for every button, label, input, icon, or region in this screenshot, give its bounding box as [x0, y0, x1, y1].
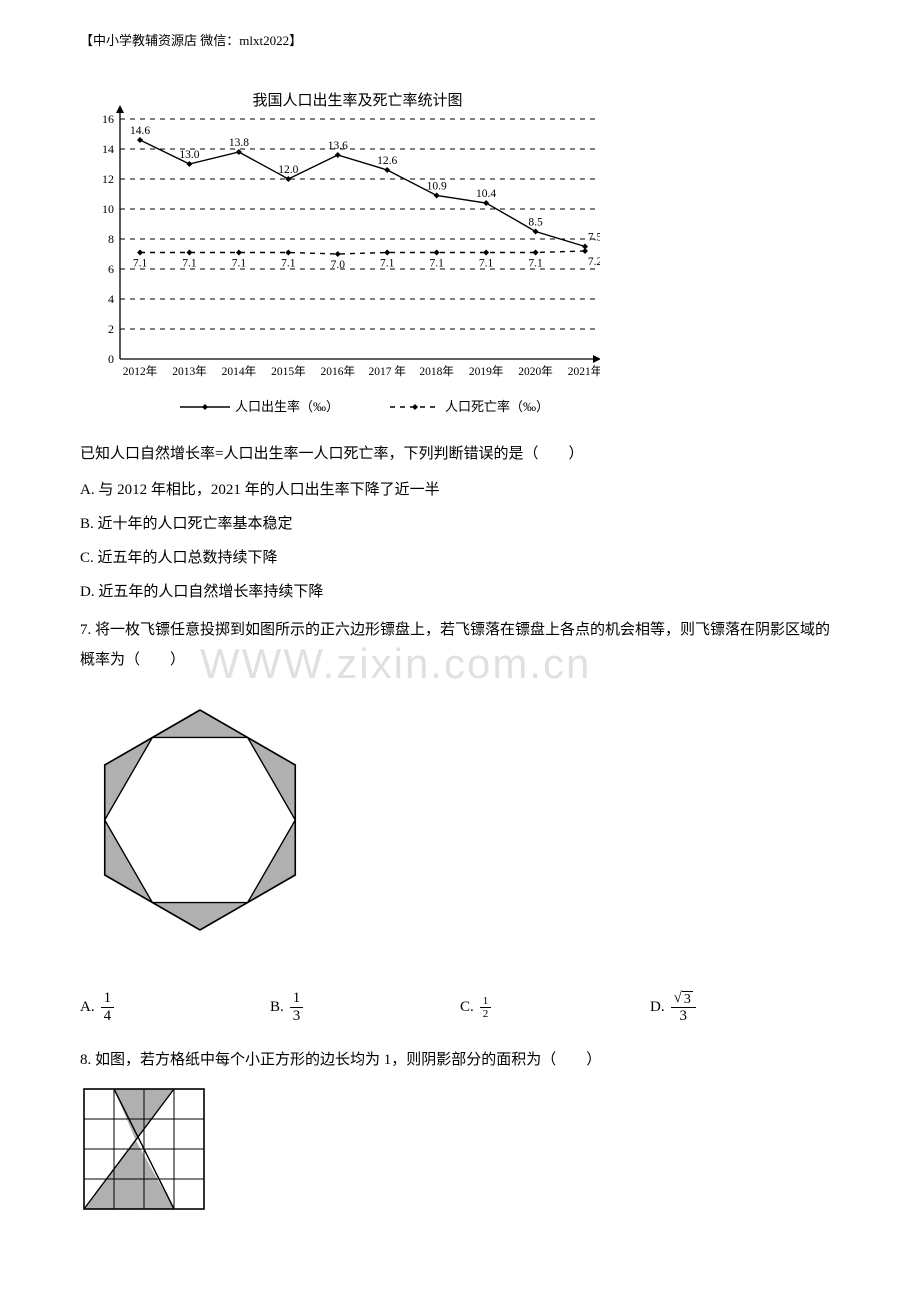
svg-text:7.1: 7.1 — [281, 258, 296, 270]
fraction: √3 3 — [671, 990, 696, 1025]
svg-text:2015年: 2015年 — [271, 364, 306, 378]
q6-stem: 已知人口自然增长率=人口出生率一人口死亡率，下列判断错误的是（ ） — [80, 439, 840, 469]
svg-text:7.0: 7.0 — [331, 259, 346, 271]
q8-stem: 8. 如图，若方格纸中每个小正方形的边长均为 1，则阴影部分的面积为（ ） — [80, 1045, 840, 1075]
svg-text:人口出生率（‰）: 人口出生率（‰） — [235, 399, 339, 414]
fraction-num: 1 — [290, 990, 304, 1008]
svg-text:7.1: 7.1 — [380, 258, 395, 270]
svg-text:7.1: 7.1 — [182, 258, 197, 270]
svg-text:2016年: 2016年 — [321, 364, 356, 378]
opt-label: B. — [270, 999, 284, 1016]
svg-text:13.8: 13.8 — [229, 137, 249, 149]
svg-text:7.1: 7.1 — [232, 258, 247, 270]
svg-text:0: 0 — [108, 352, 114, 366]
svg-text:6: 6 — [108, 262, 114, 276]
fraction-num: 1 — [101, 990, 115, 1008]
svg-text:2014年: 2014年 — [222, 364, 257, 378]
svg-text:我国人口出生率及死亡率统计图: 我国人口出生率及死亡率统计图 — [252, 92, 462, 109]
fraction-den: 3 — [290, 1008, 304, 1025]
svg-text:10.9: 10.9 — [427, 181, 447, 193]
svg-text:2: 2 — [108, 322, 114, 336]
svg-text:7.1: 7.1 — [133, 258, 148, 270]
svg-text:2020年: 2020年 — [518, 364, 553, 378]
svg-text:2019年: 2019年 — [469, 364, 504, 378]
q6-opt-c: C. 近五年的人口总数持续下降 — [80, 543, 840, 573]
svg-text:7.5: 7.5 — [588, 232, 600, 244]
grid-figure — [80, 1085, 840, 1220]
svg-text:2017 年: 2017 年 — [369, 364, 406, 378]
opt-label: A. — [80, 999, 95, 1016]
svg-text:2012年: 2012年 — [123, 364, 158, 378]
svg-text:7.2: 7.2 — [588, 256, 600, 268]
fraction-num: √3 — [671, 990, 696, 1008]
fraction-den: 4 — [101, 1008, 115, 1025]
svg-text:8: 8 — [108, 232, 114, 246]
svg-text:10: 10 — [102, 202, 114, 216]
svg-text:8.5: 8.5 — [528, 217, 543, 229]
svg-text:7.1: 7.1 — [429, 258, 444, 270]
fraction: 1 2 — [480, 995, 492, 1020]
q6-opt-b: B. 近十年的人口死亡率基本稳定 — [80, 509, 840, 539]
q7-opt-c: C. 1 2 — [460, 990, 650, 1025]
svg-text:13.6: 13.6 — [328, 140, 348, 152]
svg-text:人口死亡率（‰）: 人口死亡率（‰） — [445, 399, 549, 414]
opt-label: C. — [460, 999, 474, 1016]
q7-options-row: A. 1 4 B. 1 3 C. 1 2 D. √3 3 — [80, 990, 840, 1025]
svg-text:4: 4 — [108, 292, 114, 306]
svg-text:14: 14 — [102, 142, 114, 156]
grid-svg — [80, 1085, 210, 1215]
page-header-note: 【中小学教辅资源店 微信：mlxt2022】 — [80, 30, 840, 49]
fraction-num: 1 — [480, 995, 492, 1008]
svg-text:2021年: 2021年 — [568, 364, 600, 378]
sqrt-icon: √3 — [674, 991, 693, 1007]
q7-opt-d: D. √3 3 — [650, 990, 840, 1025]
svg-text:12: 12 — [102, 172, 114, 186]
svg-text:2018年: 2018年 — [419, 364, 454, 378]
svg-text:13.0: 13.0 — [179, 149, 199, 161]
svg-text:2013年: 2013年 — [172, 364, 207, 378]
svg-text:14.6: 14.6 — [130, 125, 150, 137]
q7-stem: 7. 将一枚飞镖任意投掷到如图所示的正六边形镖盘上，若飞镖落在镖盘上各点的机会相… — [80, 615, 840, 675]
svg-text:10.4: 10.4 — [476, 188, 496, 200]
q6-opt-d: D. 近五年的人口自然增长率持续下降 — [80, 577, 840, 607]
fraction-den: 3 — [676, 1008, 690, 1025]
opt-label: D. — [650, 999, 665, 1016]
svg-text:7.1: 7.1 — [528, 258, 543, 270]
svg-text:12.6: 12.6 — [377, 155, 397, 167]
svg-text:7.1: 7.1 — [479, 258, 494, 270]
fraction-den: 2 — [480, 1008, 492, 1020]
hexagon-svg — [80, 685, 320, 955]
svg-text:12.0: 12.0 — [278, 164, 298, 176]
q7-opt-b: B. 1 3 — [270, 990, 460, 1025]
q7-opt-a: A. 1 4 — [80, 990, 270, 1025]
fraction: 1 3 — [290, 990, 304, 1024]
fraction: 1 4 — [101, 990, 115, 1024]
svg-text:16: 16 — [102, 112, 114, 126]
hexagon-figure — [80, 685, 840, 960]
chart-svg: 我国人口出生率及死亡率统计图 0 2 4 6 8 10 12 14 16 2012年 2013年 201… — [80, 89, 600, 419]
q6-opt-a: A. 与 2012 年相比，2021 年的人口出生率下降了近一半 — [80, 475, 840, 505]
birth-death-chart: 我国人口出生率及死亡率统计图 0 2 4 6 8 10 12 14 16 2012年 2013年 201… — [80, 89, 600, 424]
